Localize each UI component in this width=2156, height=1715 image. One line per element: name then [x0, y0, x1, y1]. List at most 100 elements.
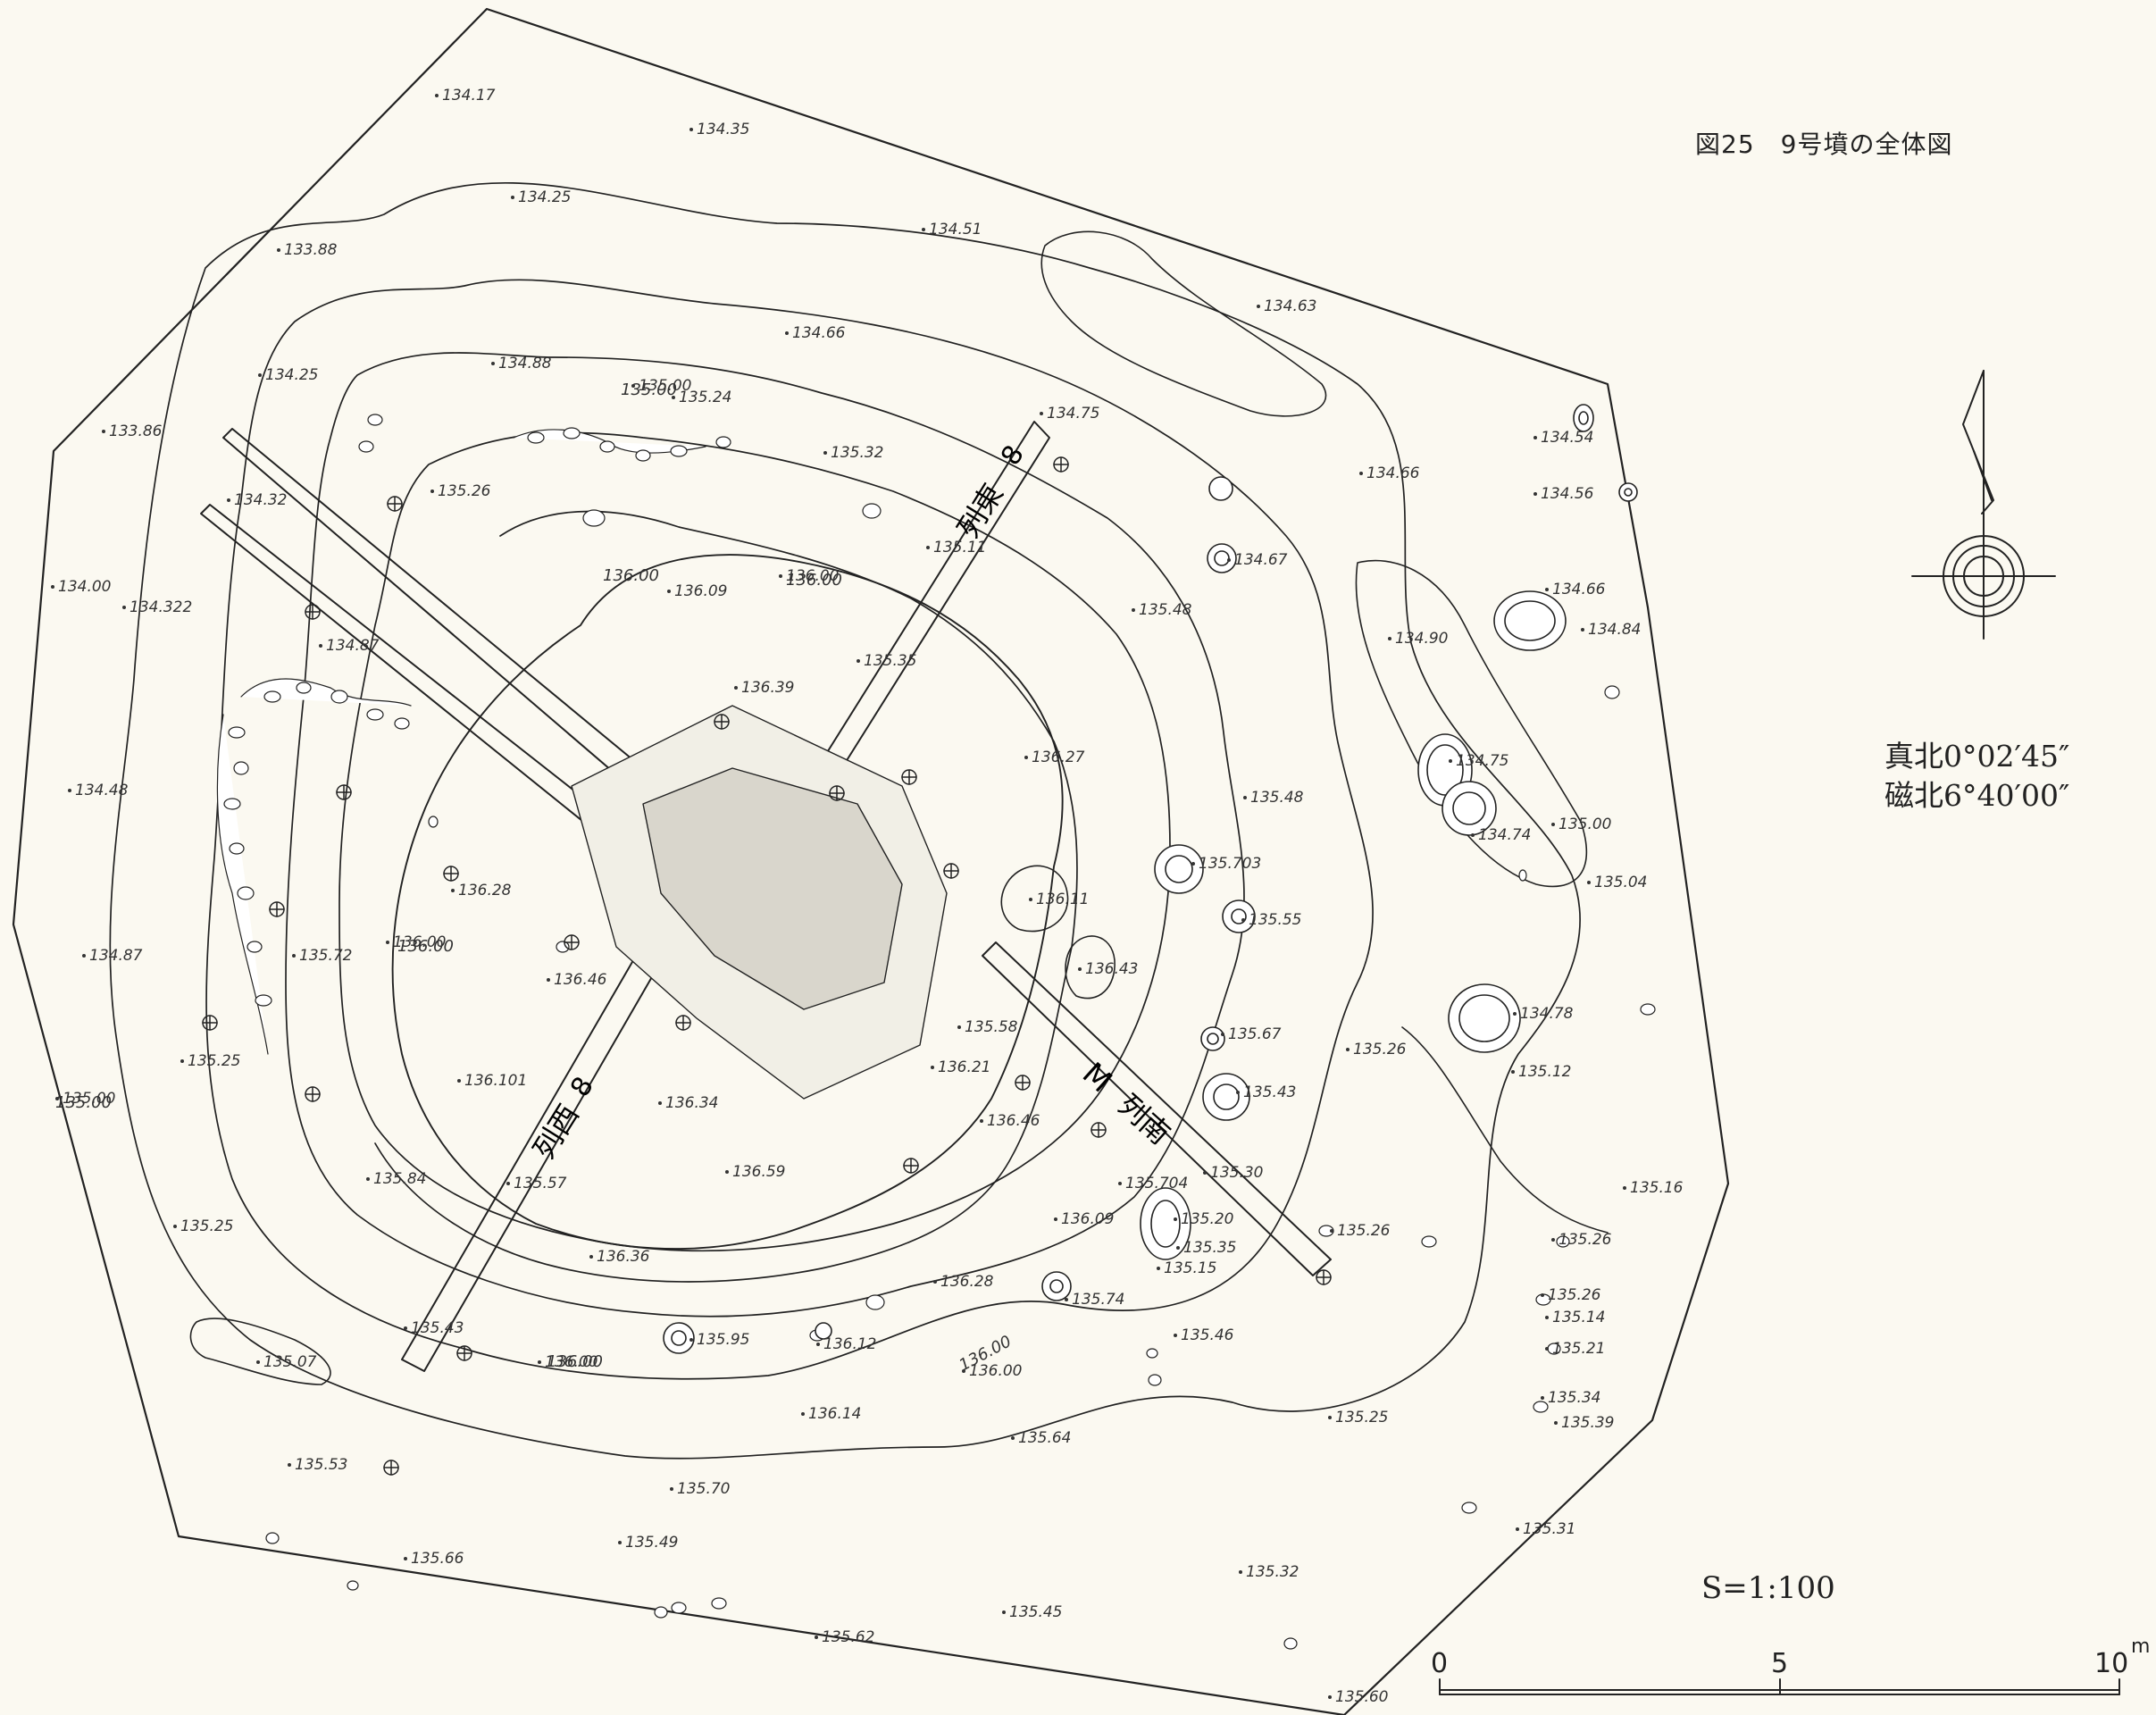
spot-height-label: 135.14 — [1552, 1309, 1605, 1326]
spot-height-label: 135.16 — [1630, 1179, 1684, 1197]
spot-height-point — [1511, 1070, 1515, 1074]
spot-height-label: 134.87 — [326, 637, 380, 655]
spot-height-point — [1541, 1293, 1544, 1297]
spot-height-label: 136.36 — [597, 1248, 650, 1266]
spot-height-point — [1239, 1570, 1242, 1574]
spot-height-label: 135.66 — [411, 1550, 464, 1568]
spot-height-point — [589, 1255, 593, 1259]
spot-height-point — [667, 590, 671, 593]
contour-line — [1401, 1026, 1609, 1234]
spot-height-label: 134.66 — [1552, 581, 1606, 598]
spot-height-label: 135.26 — [1548, 1286, 1601, 1304]
spot-height-label: 135.35 — [864, 652, 916, 670]
spot-height-label: 134.322 — [130, 598, 192, 616]
spot-height-point — [1545, 588, 1549, 591]
spot-height-point — [1545, 1347, 1549, 1351]
spot-height-point — [957, 1025, 961, 1029]
spot-height-label: 135.72 — [299, 947, 352, 965]
spot-height-label: 135.67 — [1228, 1025, 1282, 1043]
spot-height-point — [801, 1412, 805, 1416]
contour-label: 136.00 — [603, 566, 659, 585]
spot-height-label: 135.26 — [1337, 1222, 1391, 1240]
spot-height-label: 135.55 — [1249, 911, 1301, 929]
trench-south-num: M — [1075, 1056, 1119, 1100]
spot-height-label: 136.101 — [464, 1072, 527, 1090]
spot-height-point — [51, 585, 54, 589]
spot-height-point — [1516, 1527, 1519, 1531]
spot-height-point — [1174, 1334, 1177, 1337]
spot-height-point — [1587, 881, 1591, 884]
spot-height-point — [1545, 1316, 1549, 1319]
spot-height-label: 134.67 — [1234, 551, 1288, 569]
scale-ratio: S=1:100 — [1701, 1570, 1835, 1606]
spot-height-point — [689, 128, 693, 131]
spot-height-point — [1241, 918, 1245, 922]
spot-height-point — [386, 941, 389, 944]
spot-height-label: 134.88 — [498, 355, 552, 372]
spot-height-label: 133.86 — [109, 422, 163, 440]
spot-height-label: 134.35 — [697, 121, 749, 138]
spot-height-label: 134.54 — [1541, 429, 1593, 447]
spot-height-point — [1243, 796, 1247, 799]
spot-height-label: 135.04 — [1594, 874, 1647, 891]
spot-height-point — [785, 331, 789, 335]
spot-height-label: 136.27 — [1032, 749, 1085, 766]
spot-height-point — [1513, 1012, 1517, 1016]
spot-height-point — [55, 1097, 59, 1100]
spot-height-point — [1236, 1091, 1240, 1094]
spot-height-point — [1029, 898, 1032, 901]
spot-height-label: 136.09 — [1061, 1210, 1114, 1228]
spot-height-label: 134.32 — [234, 491, 287, 509]
spot-height-label: 135.46 — [1181, 1326, 1234, 1344]
spot-height-label: 134.56 — [1541, 485, 1594, 503]
contour-line — [109, 181, 1581, 1460]
contour-line — [1065, 935, 1116, 1000]
magnetic-north-label: 磁北6°40′00″ — [1884, 778, 2070, 813]
spot-height-label: 136.00 — [545, 1353, 597, 1371]
spot-height-label: 135.26 — [1559, 1231, 1612, 1249]
spot-height-label: 135.31 — [1523, 1520, 1575, 1538]
spot-height-label: 135.26 — [438, 482, 491, 500]
spot-height-point — [1054, 1217, 1057, 1221]
spot-height-label: 135.25 — [180, 1217, 233, 1235]
spot-height-point — [962, 1369, 965, 1373]
spot-height-point — [689, 1338, 693, 1342]
spot-height-point — [82, 954, 86, 958]
spot-height-label: 136.09 — [674, 582, 727, 600]
spot-height-point — [1002, 1610, 1006, 1614]
spot-height-label: 135.39 — [1561, 1414, 1614, 1432]
survey-points — [202, 456, 1332, 1476]
spot-height-point — [506, 1182, 510, 1185]
spot-height-label: 135.74 — [1072, 1291, 1124, 1309]
spot-height-point — [933, 1280, 937, 1284]
spot-height-point — [670, 1487, 673, 1491]
spot-height-point — [779, 574, 782, 578]
spot-height-label: 135.25 — [188, 1052, 240, 1070]
stones — [223, 414, 1656, 1650]
spot-height-label: 135.24 — [679, 389, 731, 406]
spot-height-point — [1471, 833, 1475, 837]
spot-height-point — [1118, 1182, 1122, 1185]
spot-height-label: 135.84 — [373, 1170, 426, 1188]
contour-line — [1355, 559, 1588, 888]
spot-height-label: 136.28 — [940, 1273, 994, 1291]
contour-label: 136.00 — [786, 571, 842, 590]
spot-height-point — [1449, 759, 1452, 763]
spot-height-label: 136.11 — [1036, 891, 1089, 908]
spot-height-label: 135.26 — [1353, 1041, 1407, 1058]
spot-height-point — [457, 1079, 461, 1083]
spot-height-label: 134.87 — [89, 947, 143, 965]
scale-bar — [1439, 1678, 2120, 1695]
spot-height-point — [227, 498, 230, 502]
spot-height-label: 135.20 — [1181, 1210, 1233, 1228]
spot-height-point — [435, 94, 439, 97]
spot-height-point — [658, 1101, 662, 1105]
spot-height-label: 136.39 — [741, 679, 794, 697]
spot-height-point — [734, 686, 738, 690]
figure-title: 図25 9号墳の全体図 — [1695, 130, 1953, 159]
spot-height-point — [1157, 1267, 1160, 1270]
spot-height-label: 135.12 — [1518, 1063, 1571, 1081]
spot-height-label: 135.32 — [1246, 1563, 1299, 1581]
spot-height-label: 134.75 — [1456, 752, 1508, 770]
spot-height-point — [1533, 492, 1537, 496]
